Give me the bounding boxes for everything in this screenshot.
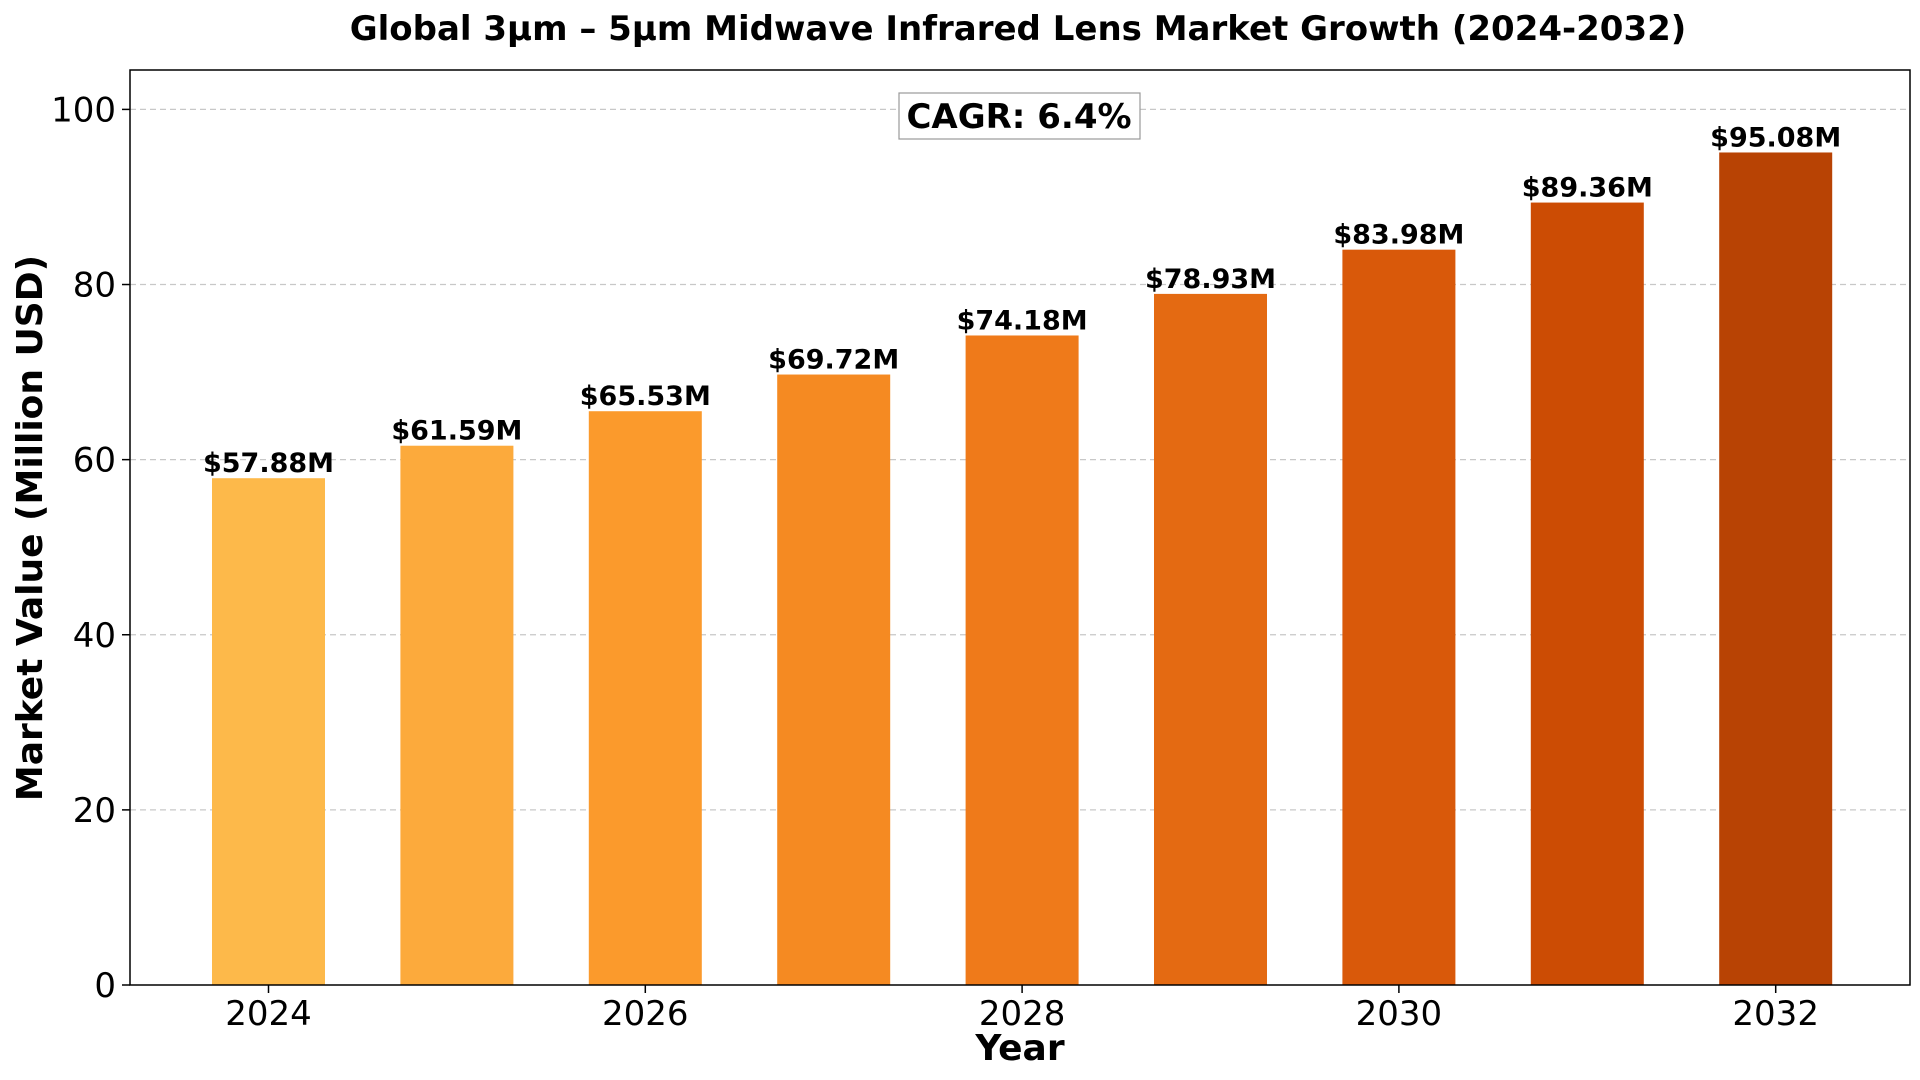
y-axis-label: Market Value (Million USD)	[10, 255, 51, 801]
data-label-2032: $95.08M	[1710, 122, 1841, 153]
x-tick-label: 2024	[225, 994, 312, 1034]
data-labels: $57.88M $61.59M $65.53M $69.72M $74.18M $78.9…	[203, 122, 1841, 479]
bar-2025	[400, 445, 514, 986]
y-axis: 0 20 40 60 80 100	[51, 90, 130, 1006]
data-label-2026: $65.53M	[580, 381, 711, 412]
data-label-2031: $89.36M	[1522, 173, 1653, 204]
y-tick-label: 20	[73, 791, 116, 831]
bars	[212, 152, 1833, 986]
bar-2028	[965, 335, 1079, 986]
y-tick-label: 40	[73, 616, 116, 656]
data-label-2027: $69.72M	[768, 345, 899, 376]
x-tick-label: 2026	[602, 994, 689, 1034]
x-tick-label: 2030	[1356, 994, 1443, 1034]
cagr-annotation: CAGR: 6.4%	[898, 92, 1141, 140]
x-tick-label: 2028	[979, 994, 1066, 1034]
x-axis-label: Year	[974, 1028, 1064, 1069]
cagr-annotation-box	[898, 92, 1141, 140]
cagr-annotation-text: CAGR: 6.4%	[906, 97, 1131, 137]
bar-2026	[588, 411, 702, 985]
data-label-2028: $74.18M	[957, 305, 1088, 336]
bar-2031	[1530, 202, 1644, 985]
data-label-2030: $83.98M	[1333, 220, 1464, 251]
x-axis: 2024 2026 2028 2030 2032	[225, 985, 1819, 1034]
bar-2030	[1342, 249, 1456, 985]
data-label-2029: $78.93M	[1145, 264, 1276, 295]
x-tick-label: 2032	[1732, 994, 1819, 1034]
y-tick-label: 60	[73, 441, 116, 481]
bar-2032	[1719, 152, 1833, 986]
data-label-2025: $61.59M	[391, 416, 522, 447]
chart-title: Global 3µm – 5µm Midwave Infrared Lens M…	[350, 9, 1687, 49]
bar-2024	[212, 478, 325, 985]
data-label-2024: $57.88M	[203, 448, 334, 479]
y-tick-label: 0	[94, 966, 116, 1006]
plot-frame	[129, 69, 1911, 986]
bar-2027	[777, 374, 891, 985]
bar-2029	[1154, 293, 1267, 985]
y-tick-label: 80	[73, 266, 116, 306]
y-tick-label: 100	[51, 90, 116, 130]
